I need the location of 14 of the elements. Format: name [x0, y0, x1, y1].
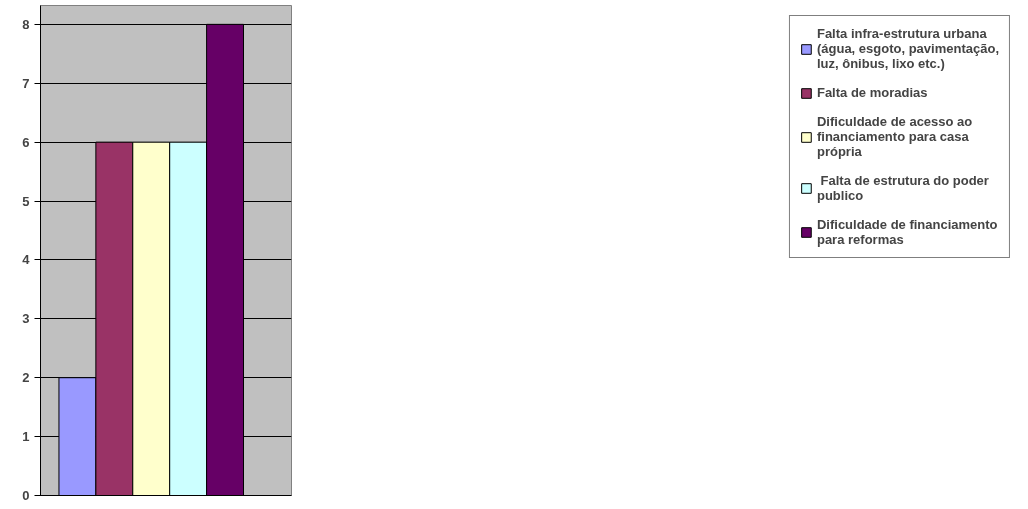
- legend-label: Falta de moradias: [816, 85, 928, 100]
- y-tick-label: 6: [22, 134, 30, 150]
- legend-label: Falta de estrutura do poder publico: [816, 173, 989, 203]
- legend-label: Dificuldade de financiamento para reformas: [816, 217, 998, 247]
- y-tick-label: 3: [22, 311, 30, 327]
- y-tick-label: 1: [22, 429, 30, 445]
- y-tick-label: 5: [22, 193, 30, 209]
- y-tick-label: 4: [22, 252, 31, 268]
- y-tick-label: 2: [22, 370, 30, 386]
- y-tick-label: 7: [22, 75, 30, 91]
- legend-label: Falta infra-estrutura urbana (água, esgoto, pavimentação, luz, ônibus, lixo etc.): [816, 26, 999, 71]
- y-tick-label: 8: [22, 16, 30, 32]
- y-tick-label: 0: [22, 488, 30, 503]
- legend-label: Dificuldade de acesso ao financiamento para casa própria: [816, 114, 973, 159]
